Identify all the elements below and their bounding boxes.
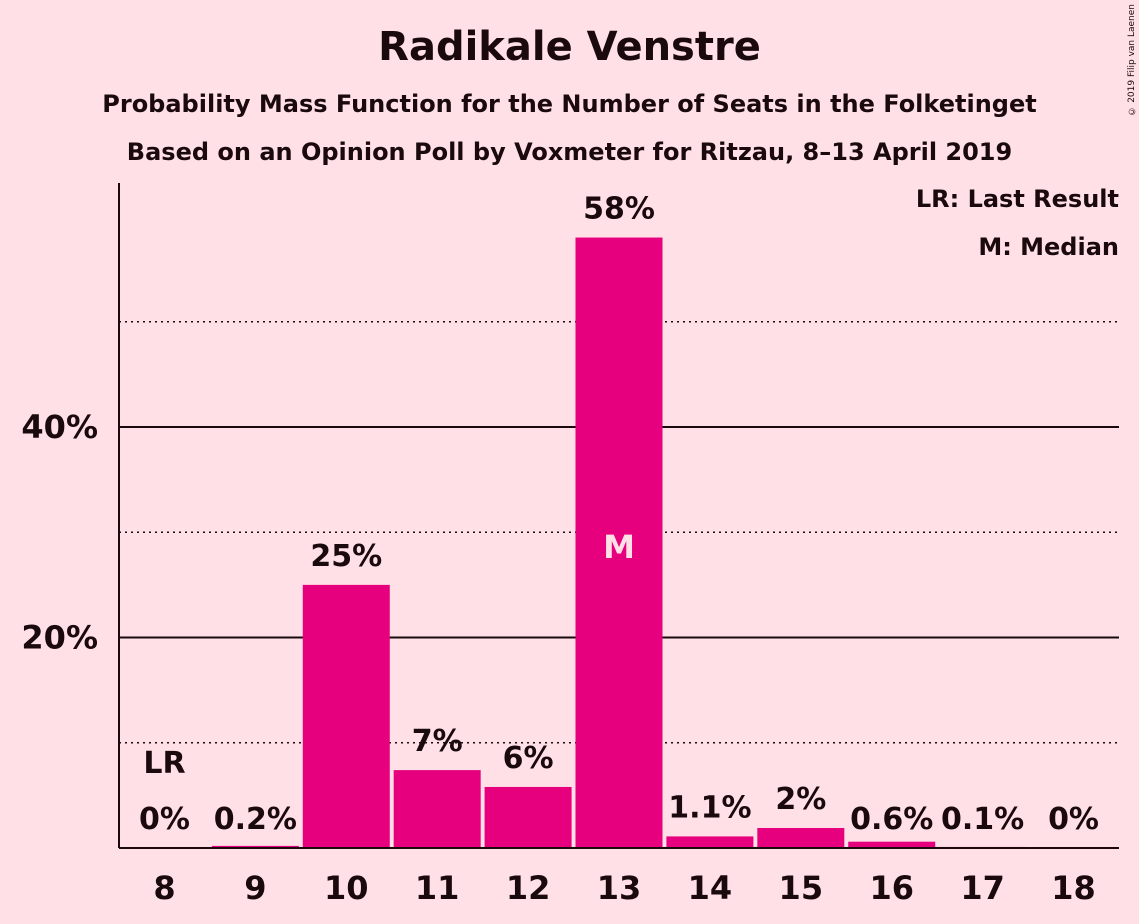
bar-value-label: 0% — [1048, 802, 1099, 837]
median-marker: M — [603, 528, 635, 566]
legend-last-result: LR: Last Result — [915, 185, 1119, 213]
bar — [757, 828, 845, 848]
y-tick-label: 20% — [21, 619, 98, 657]
bar — [666, 836, 754, 848]
bar-value-label: 7% — [412, 724, 463, 759]
bar — [484, 786, 572, 848]
bar — [848, 841, 936, 848]
x-tick-label: 13 — [597, 869, 642, 907]
bar-value-label: 0.1% — [941, 802, 1024, 837]
bar — [393, 770, 481, 848]
bar-value-label: 0.6% — [850, 802, 933, 837]
x-tick-label: 18 — [1051, 869, 1096, 907]
x-tick-label: 17 — [960, 869, 1005, 907]
bar-value-label: 0% — [139, 802, 190, 837]
bar-value-label: 6% — [503, 741, 554, 776]
bar-value-label: 58% — [583, 192, 655, 227]
last-result-marker: LR — [143, 746, 185, 781]
bar — [302, 584, 390, 848]
bar-value-label: 25% — [310, 539, 382, 574]
chart-subtitle: Probability Mass Function for the Number… — [102, 90, 1037, 118]
x-tick-label: 10 — [324, 869, 369, 907]
x-tick-label: 9 — [244, 869, 266, 907]
bar — [575, 237, 663, 849]
x-tick-label: 12 — [506, 869, 551, 907]
x-tick-label: 14 — [688, 869, 733, 907]
x-tick-label: 15 — [779, 869, 824, 907]
x-tick-label: 8 — [153, 869, 175, 907]
bar-value-label: 0.2% — [214, 802, 297, 837]
chart-title: Radikale Venstre — [378, 24, 761, 70]
bar — [211, 845, 299, 848]
chart-source: Based on an Opinion Poll by Voxmeter for… — [126, 138, 1013, 166]
legend-median: M: Median — [978, 233, 1119, 261]
x-tick-label: 11 — [415, 869, 460, 907]
bar-value-label: 1.1% — [668, 790, 751, 825]
x-tick-label: 16 — [869, 869, 914, 907]
bar-value-label: 2% — [775, 782, 826, 817]
y-tick-label: 40% — [21, 408, 98, 446]
